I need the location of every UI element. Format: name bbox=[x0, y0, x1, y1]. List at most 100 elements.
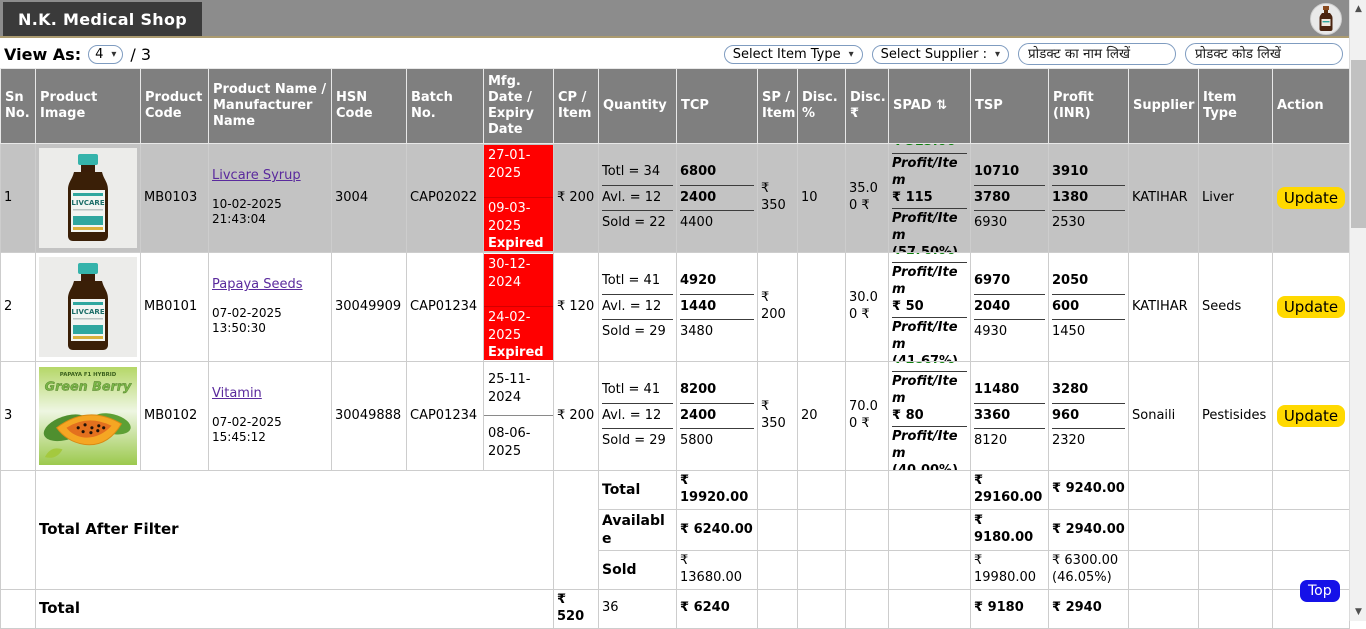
product-photo[interactable]: LIVCARE bbox=[39, 257, 137, 357]
cell-cp: ₹ 200 bbox=[553, 143, 599, 253]
empty-cell bbox=[1128, 588, 1199, 629]
view-as-select[interactable]: 4 ▾ bbox=[88, 44, 124, 64]
view-as-label: View As: bbox=[4, 44, 82, 64]
col-header-disc-rs: Disc. ₹ bbox=[845, 68, 889, 144]
empty-cell bbox=[1272, 470, 1350, 510]
supplier-select[interactable]: Select Supplier : ▾ bbox=[871, 44, 1009, 64]
app-header: N.K. Medical Shop bbox=[0, 0, 1349, 38]
item-type-select[interactable]: Select Item Type ▾ bbox=[723, 44, 863, 64]
mfg-date: 27-01-2025 bbox=[484, 145, 553, 198]
empty-cell bbox=[888, 508, 971, 552]
cell-sn: 1 bbox=[0, 143, 36, 253]
cell-supplier: Sonaili bbox=[1128, 361, 1199, 471]
empty-cell bbox=[797, 550, 846, 590]
spad-value: ₹ 280.00 bbox=[892, 363, 967, 372]
scroll-to-top-button[interactable]: Top bbox=[1300, 580, 1340, 602]
empty-cell bbox=[0, 470, 36, 590]
cell-item-type: Liver bbox=[1198, 143, 1273, 253]
tsp-available: 2040 bbox=[974, 295, 1045, 321]
user-avatar[interactable] bbox=[1310, 3, 1342, 35]
grand-total-label: Total bbox=[35, 588, 554, 629]
product-photo[interactable]: PAPAYA F1 HYBRID Green Berry bbox=[39, 366, 137, 466]
expiry-date-value: 09-03-2025 bbox=[488, 201, 531, 234]
product-datetime: 07-02-2025 13:50:30 bbox=[212, 305, 282, 336]
product-name-link[interactable]: Papaya Seeds bbox=[212, 276, 303, 292]
available-tcp: ₹ 6240.00 bbox=[676, 508, 758, 552]
cell-disc-pct bbox=[797, 252, 846, 362]
page-indicator: / 3 bbox=[130, 44, 152, 64]
empty-cell bbox=[888, 588, 971, 629]
profit-per-item-label: Profit/Item bbox=[892, 320, 958, 353]
profit-percent-value: (40.00%) bbox=[892, 463, 967, 469]
spad-value: ₹ 315.00 bbox=[892, 145, 967, 154]
tcp-sold: 5800 bbox=[680, 433, 714, 449]
svg-text:LIVCARE: LIVCARE bbox=[71, 308, 104, 316]
available-row-label: Available bbox=[598, 508, 677, 552]
tcp-available: 2400 bbox=[680, 186, 754, 212]
profit-sold: 2320 bbox=[1052, 433, 1086, 449]
cell-supplier: KATIHAR bbox=[1128, 143, 1199, 253]
cell-product-code: MB0102 bbox=[140, 361, 209, 471]
cell-spad: ₹ 280.00 Profit/Item ₹ 80 Profit/Item (4… bbox=[888, 361, 971, 471]
cell-dates: 25-11-2024 08-06-2025 bbox=[483, 361, 554, 471]
product-name-link[interactable]: Vitamin bbox=[212, 385, 262, 401]
tcp-available: 2400 bbox=[680, 404, 754, 430]
product-photo[interactable]: LIVCARE bbox=[39, 148, 137, 248]
profit-per-item-value: ₹ 80 bbox=[892, 407, 924, 423]
product-code-search-input[interactable] bbox=[1185, 43, 1343, 65]
update-button[interactable]: Update bbox=[1276, 187, 1346, 209]
profit-per-item-label: Profit/Item bbox=[892, 155, 958, 188]
cell-sp: ₹ 350 bbox=[757, 361, 798, 471]
cell-product-code: MB0101 bbox=[140, 252, 209, 362]
app-title: N.K. Medical Shop bbox=[18, 9, 188, 29]
cell-profit: 2050 600 1450 bbox=[1048, 252, 1129, 362]
profit-available: 1380 bbox=[1052, 186, 1125, 212]
scrollbar-up-arrow-icon[interactable]: ▲ bbox=[1355, 4, 1362, 14]
update-button[interactable]: Update bbox=[1276, 405, 1346, 427]
profit-per-item-label: Profit/Item bbox=[892, 373, 958, 406]
table-row: 1 LIVCARE MB0103 bbox=[0, 143, 1350, 253]
empty-cell bbox=[1198, 470, 1273, 510]
product-name-search-input[interactable] bbox=[1018, 43, 1176, 65]
scrollbar-thumb[interactable] bbox=[1351, 60, 1366, 228]
empty-cell bbox=[845, 588, 889, 629]
cell-disc-rs: 30.00 ₹ bbox=[845, 252, 889, 362]
cell-sp: ₹ 200 bbox=[757, 252, 798, 362]
profit-total: 3280 bbox=[1052, 378, 1125, 404]
col-header-cp: CP / Item bbox=[553, 68, 599, 144]
grand-total-quantity: 36 bbox=[598, 588, 677, 629]
expiry-date: 08-06-2025 bbox=[488, 425, 531, 459]
sort-icon[interactable]: ⇅ bbox=[936, 97, 947, 113]
expiry-date: 09-03-2025 Expired bbox=[484, 198, 553, 251]
product-datetime: 10-02-2025 21:43:04 bbox=[212, 196, 282, 227]
total-tcp: ₹ 19920.00 bbox=[676, 470, 758, 510]
cell-action: Update bbox=[1272, 143, 1350, 253]
col-header-hsn: HSN Code bbox=[331, 68, 407, 144]
svg-text:LIVCARE: LIVCARE bbox=[71, 199, 104, 207]
empty-cell bbox=[1198, 508, 1273, 552]
scrollbar-down-arrow-icon[interactable]: ▼ bbox=[1355, 607, 1362, 617]
cell-action: Update bbox=[1272, 252, 1350, 362]
tsp-sold: 4930 bbox=[974, 324, 1008, 340]
cell-spad: ₹ 315.00 Profit/Item ₹ 115 Profit/Item (… bbox=[888, 143, 971, 253]
profit-per-item-value: ₹ 50 bbox=[892, 298, 924, 314]
total-row-label: Total bbox=[598, 470, 677, 510]
cell-batch: CAP01234 bbox=[406, 252, 484, 362]
update-button[interactable]: Update bbox=[1276, 296, 1346, 318]
tcp-total: 8200 bbox=[680, 378, 754, 404]
empty-cell bbox=[757, 470, 798, 510]
app-title-tab[interactable]: N.K. Medical Shop bbox=[3, 2, 203, 36]
vertical-scrollbar[interactable]: ▲ ▼ bbox=[1349, 0, 1366, 621]
cell-disc-rs: 70.00 ₹ bbox=[845, 361, 889, 471]
cell-supplier: KATIHAR bbox=[1128, 252, 1199, 362]
mfg-date: 30-12-2024 bbox=[484, 254, 553, 307]
cell-tsp: 6970 2040 4930 bbox=[970, 252, 1049, 362]
tcp-total: 6800 bbox=[680, 160, 754, 186]
item-type-select-value: Select Item Type bbox=[732, 46, 841, 62]
cell-product-image: PAPAYA F1 HYBRID Green Berry bbox=[35, 361, 141, 471]
product-name-link[interactable]: Livcare Syrup bbox=[212, 167, 301, 183]
qty-total: Totl = 41 bbox=[602, 269, 673, 295]
col-header-image: Product Image bbox=[35, 68, 141, 144]
cell-product-code: MB0103 bbox=[140, 143, 209, 253]
profit-per-item-label: Profit/Item bbox=[892, 264, 958, 297]
